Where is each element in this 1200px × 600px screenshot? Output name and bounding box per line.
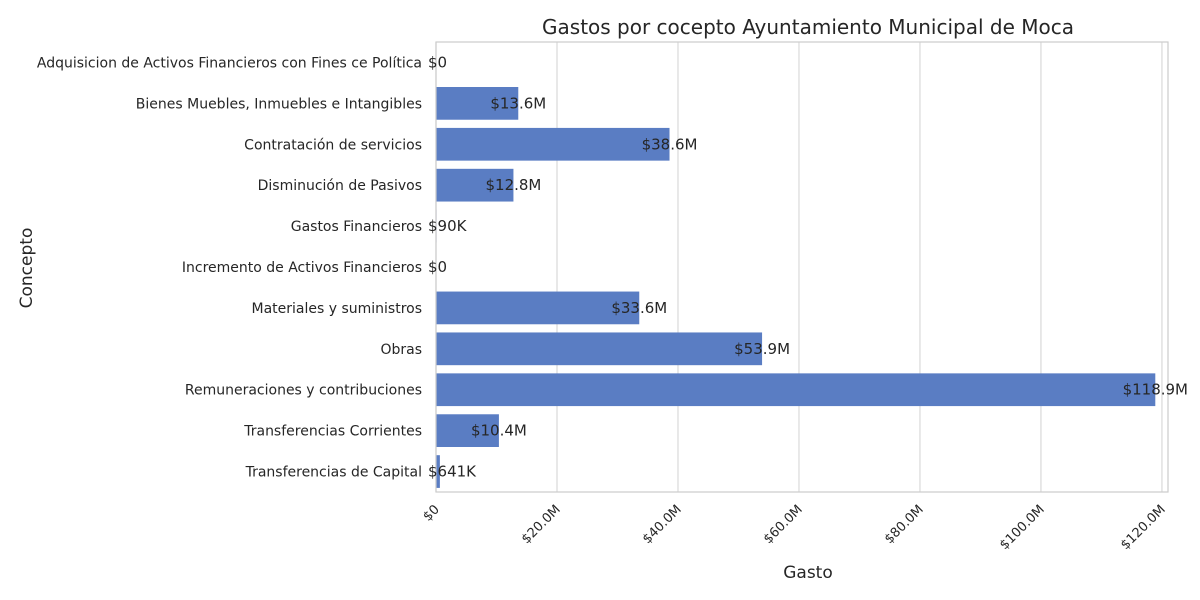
category-label: Transferencias de Capital — [245, 465, 422, 481]
category-label: Gastos Financieros — [291, 219, 422, 235]
x-tick-label: $20.0M — [519, 502, 564, 547]
category-label: Disminución de Pasivos — [258, 178, 422, 194]
data-label: $0 — [428, 258, 447, 276]
data-label: $641K — [428, 463, 477, 481]
bar — [436, 414, 499, 447]
data-label: $12.8M — [485, 176, 541, 194]
data-label: $53.9M — [734, 340, 790, 358]
plot-frame — [435, 41, 1169, 493]
bars — [436, 87, 1156, 488]
x-tick-label: $40.0M — [640, 502, 685, 547]
bar — [436, 168, 514, 202]
category-labels: Adquisicion de Activos Financieros con F… — [37, 55, 422, 480]
x-tick-label: $0 — [421, 502, 443, 524]
category-label: Obras — [380, 342, 422, 358]
bar — [436, 87, 519, 120]
category-label: Bienes Muebles, Inmuebles e Intangibles — [136, 96, 422, 112]
data-label: $10.4M — [471, 422, 527, 440]
x-tick-label: $100.0M — [997, 502, 1048, 553]
category-label: Contratación de servicios — [244, 137, 422, 153]
data-label: $0 — [428, 53, 447, 71]
category-label: Remuneraciones y contribuciones — [185, 383, 422, 399]
bar — [436, 127, 670, 161]
data-label: $13.6M — [490, 94, 546, 112]
grid-lines — [435, 42, 1163, 492]
data-label: $90K — [428, 217, 468, 235]
x-axis-title: Gasto — [783, 563, 833, 583]
bar — [436, 291, 640, 325]
data-label: $33.6M — [611, 299, 667, 317]
bar — [436, 373, 1156, 407]
data-labels: $0 $13.6M $38.6M $12.8M $90K $0 $33.6M $53.9M $1… — [428, 53, 1188, 480]
x-tick-label: $60.0M — [761, 502, 806, 547]
chart-title: Gastos por cocepto Ayuntamiento Municipa… — [542, 15, 1074, 39]
y-axis-title: Concepto — [17, 228, 37, 309]
x-tick-label: $80.0M — [882, 502, 927, 547]
category-label: Materiales y suministros — [251, 301, 422, 317]
x-tick-labels: $0 $20.0M $40.0M $60.0M $80.0M $100.0M $120.0M — [421, 502, 1169, 553]
data-label: $38.6M — [642, 135, 698, 153]
category-label: Incremento de Activos Financieros — [182, 260, 422, 276]
bar — [436, 332, 763, 366]
x-tick-label: $120.0M — [1118, 502, 1169, 553]
category-label: Transferencias Corrientes — [243, 424, 422, 440]
data-label: $118.9M — [1123, 381, 1188, 399]
category-label: Adquisicion de Activos Financieros con F… — [37, 55, 422, 71]
bar — [436, 455, 440, 488]
